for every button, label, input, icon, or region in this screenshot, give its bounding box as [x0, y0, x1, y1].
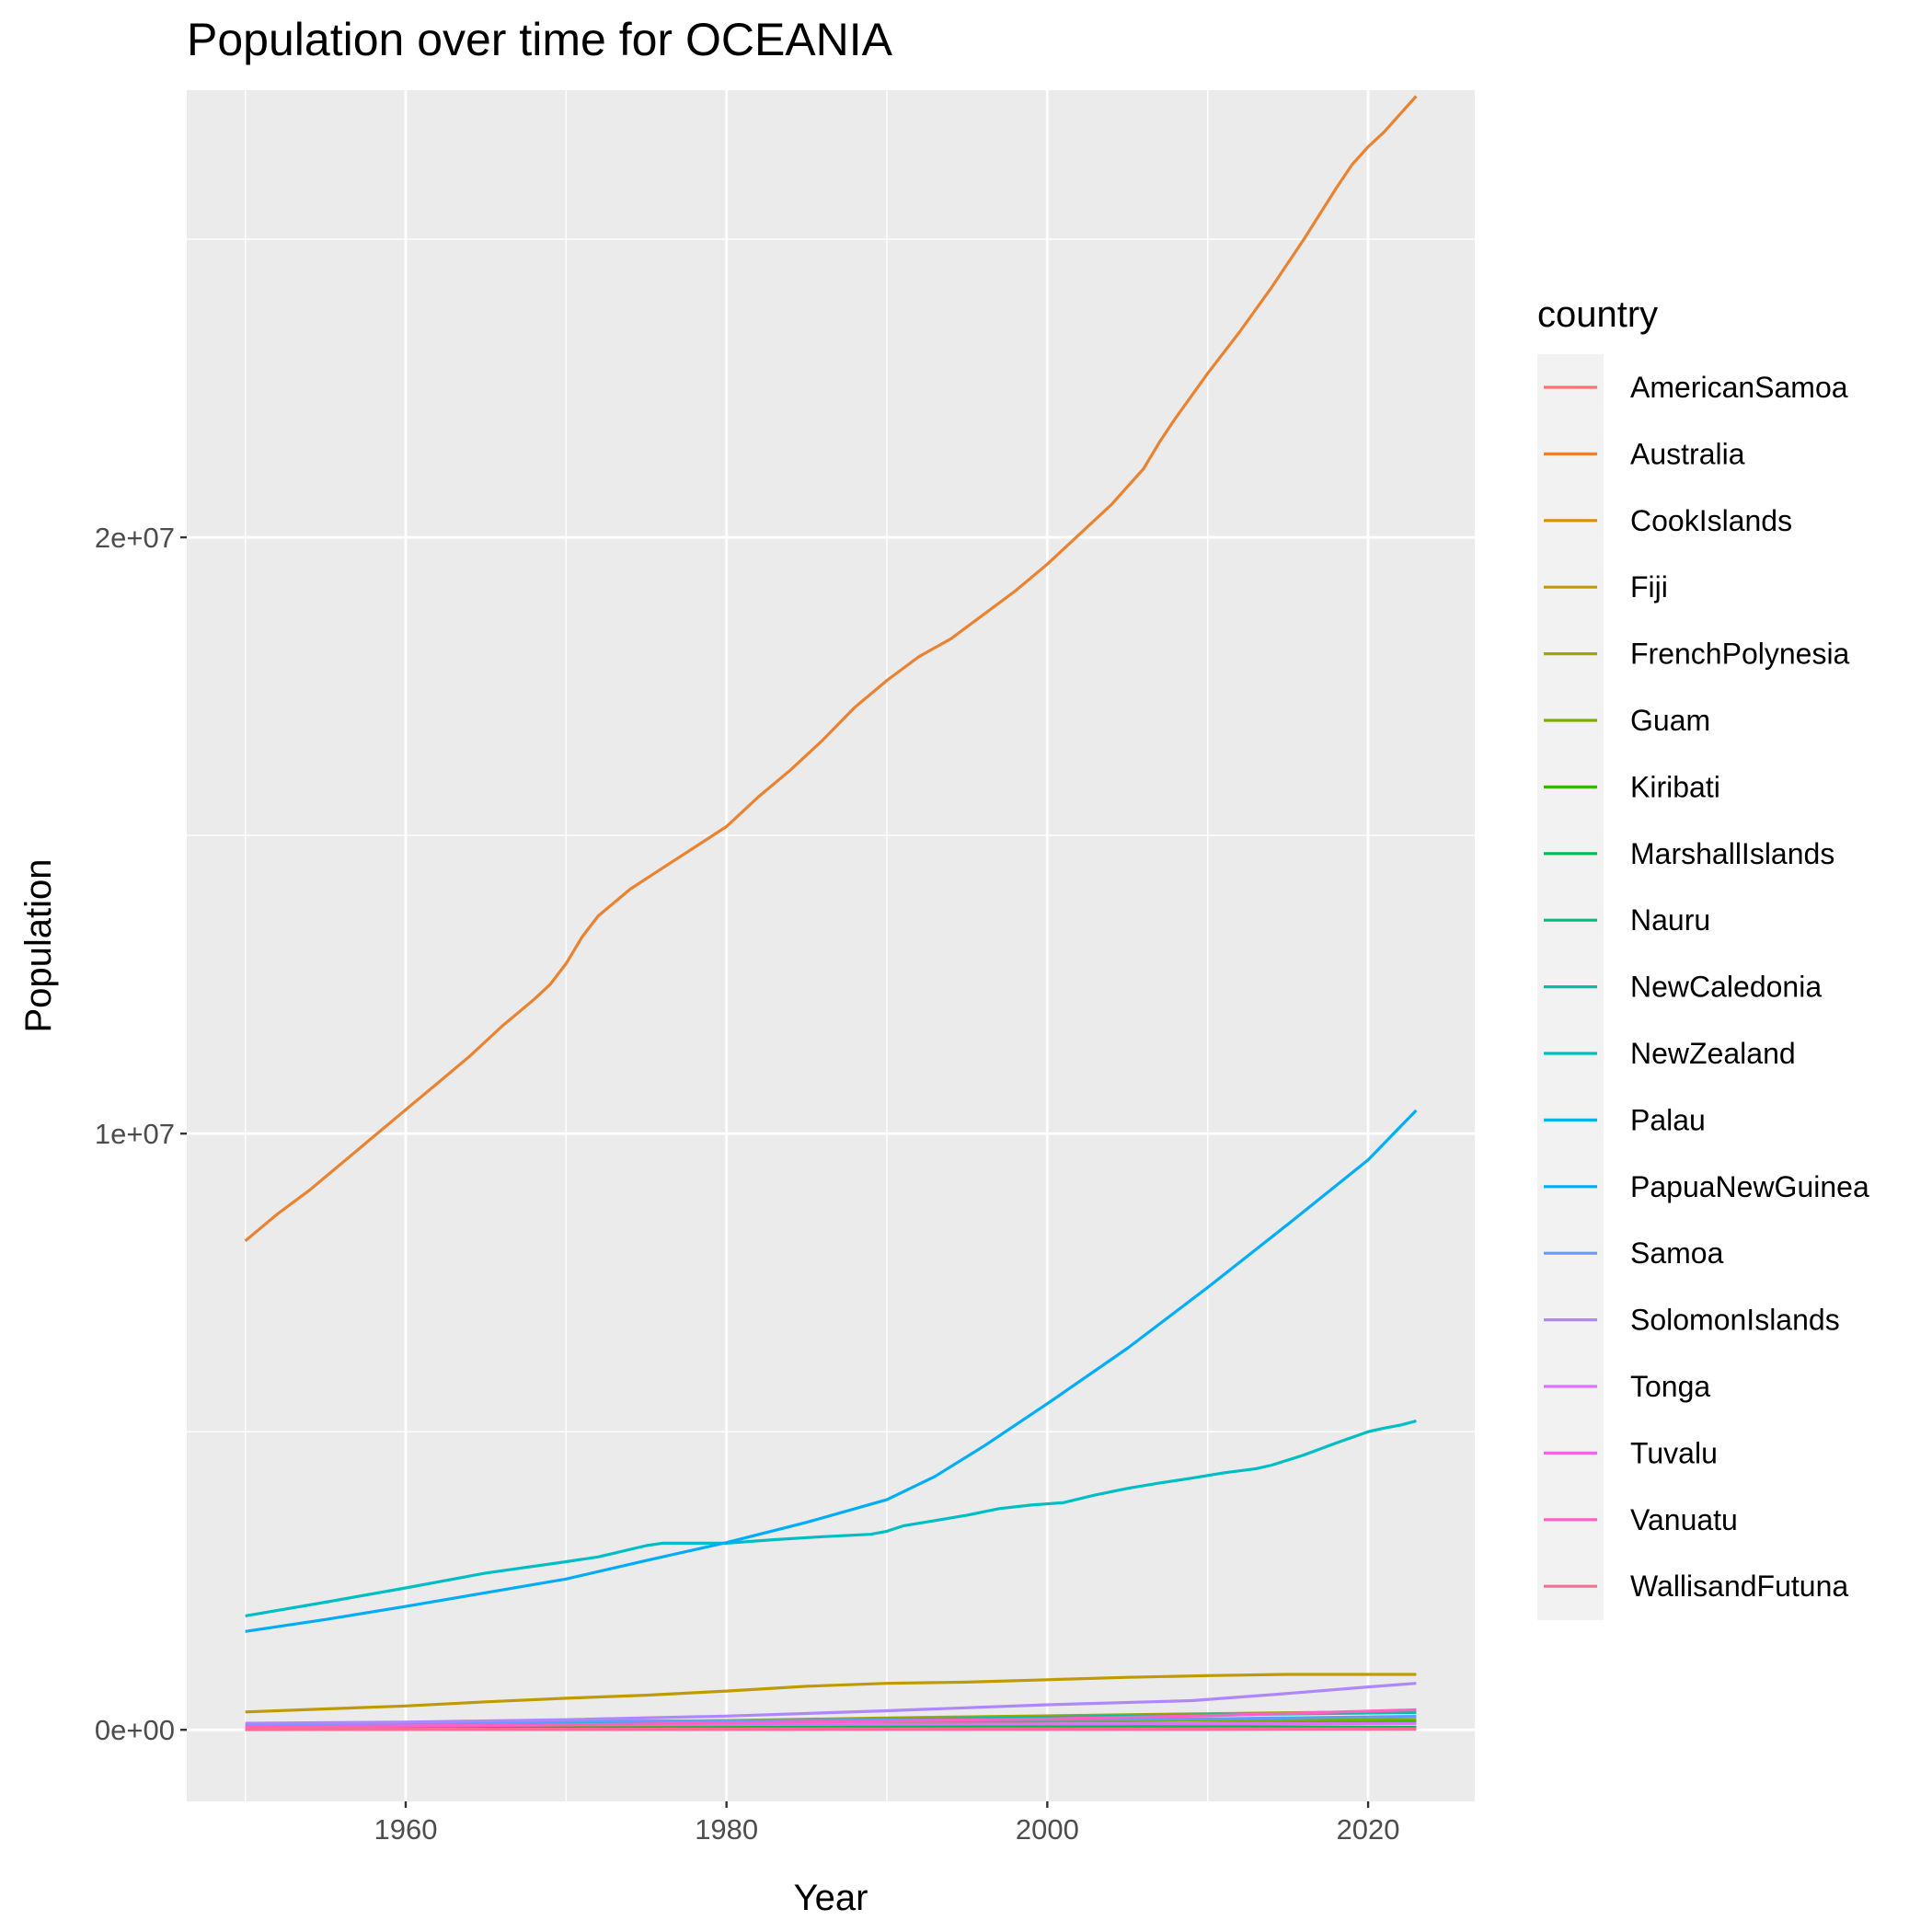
series-line-australia [244, 95, 1418, 1243]
axis-ticks [180, 535, 1370, 1808]
series-line-newzealand [245, 1419, 1417, 1617]
legend-label-tuvalu: Tuvalu [1630, 1436, 1718, 1469]
series-line-fiji [245, 1673, 1417, 1714]
y-tick-label: 0e+00 [95, 1714, 175, 1746]
legend-label-americansamoa: AmericanSamoa [1630, 371, 1848, 404]
grid-major [187, 90, 1475, 1801]
legend-label-vanuatu: Vanuatu [1630, 1503, 1738, 1536]
legend-label-australia: Australia [1630, 437, 1745, 470]
legend-label-frenchpolynesia: FrenchPolynesia [1630, 638, 1850, 671]
legend-label-marshallislands: MarshallIslands [1630, 837, 1834, 870]
legend-label-samoa: Samoa [1630, 1236, 1724, 1270]
y-tick-label: 1e+07 [95, 1118, 175, 1150]
y-tick-labels: 0e+00 1e+07 2e+07 [95, 522, 175, 1746]
plot-panel [187, 90, 1475, 1801]
legend-label-kiribati: Kiribati [1630, 770, 1720, 803]
y-tick-label: 2e+07 [95, 522, 175, 554]
y-axis-title: Population [18, 858, 59, 1032]
legend-title: country [1537, 294, 1658, 335]
legend: country AmericanSamoa Australia CookIsland… [1537, 294, 1869, 1620]
x-tick-label: 2000 [1016, 1813, 1079, 1846]
legend-entries: AmericanSamoa Australia CookIslands Fiji Fre… [1544, 371, 1869, 1603]
legend-label-cookislands: CookIslands [1630, 504, 1792, 537]
legend-label-newzealand: NewZealand [1630, 1037, 1796, 1070]
x-tick-labels: 1960 1980 2000 2020 [374, 1813, 1399, 1846]
chart-title: Population over time for OCEANIA [187, 14, 893, 65]
x-tick-label: 1960 [374, 1813, 437, 1846]
legend-label-papuanewguinea: PapuaNewGuinea [1630, 1170, 1869, 1203]
series-line-wallisandfutuna [245, 1727, 1417, 1731]
series-line-papuanewguinea [245, 1109, 1418, 1633]
series-line-solomonislands [245, 1682, 1417, 1725]
series-line-vanuatu [245, 1708, 1417, 1729]
legend-label-fiji: Fiji [1630, 570, 1668, 604]
legend-label-tonga: Tonga [1630, 1370, 1710, 1403]
x-tick-label: 2020 [1337, 1813, 1400, 1846]
legend-label-nauru: Nauru [1630, 903, 1710, 937]
x-axis-title: Year [794, 1878, 868, 1918]
series-lines [244, 95, 1418, 1731]
legend-label-palau: Palau [1630, 1103, 1706, 1136]
legend-label-solomonislands: SolomonIslands [1630, 1304, 1840, 1337]
legend-label-wallisandfutuna: WallisandFutuna [1630, 1570, 1848, 1603]
legend-label-newcaledonia: NewCaledonia [1630, 971, 1822, 1004]
legend-label-guam: Guam [1630, 704, 1710, 737]
x-tick-label: 1980 [695, 1813, 758, 1846]
